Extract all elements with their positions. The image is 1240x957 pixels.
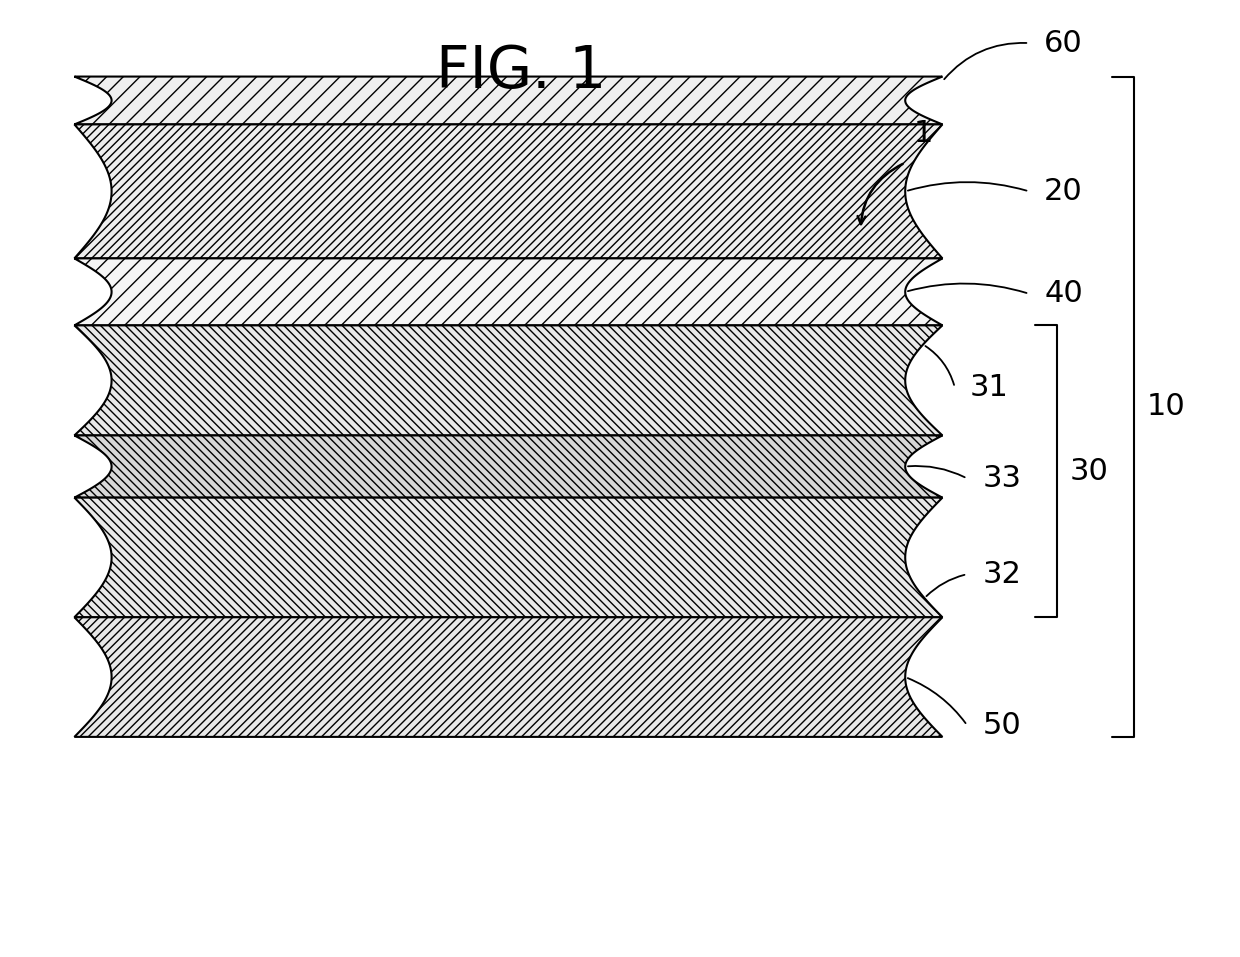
Text: 33: 33: [982, 464, 1022, 493]
Polygon shape: [74, 124, 942, 258]
Polygon shape: [74, 435, 942, 498]
Text: FIG. 1: FIG. 1: [435, 43, 606, 100]
Text: 30: 30: [1069, 456, 1109, 486]
Text: 40: 40: [1044, 279, 1083, 308]
Polygon shape: [74, 325, 942, 435]
Text: 31: 31: [970, 373, 1008, 402]
Polygon shape: [74, 617, 942, 737]
Polygon shape: [74, 498, 942, 617]
Text: 32: 32: [982, 560, 1021, 589]
Text: 60: 60: [1044, 29, 1083, 57]
Text: 1: 1: [914, 120, 934, 148]
Polygon shape: [74, 77, 942, 124]
Text: 50: 50: [982, 711, 1021, 740]
Polygon shape: [74, 258, 942, 325]
Text: 10: 10: [1147, 392, 1185, 421]
Text: 20: 20: [1044, 177, 1083, 206]
